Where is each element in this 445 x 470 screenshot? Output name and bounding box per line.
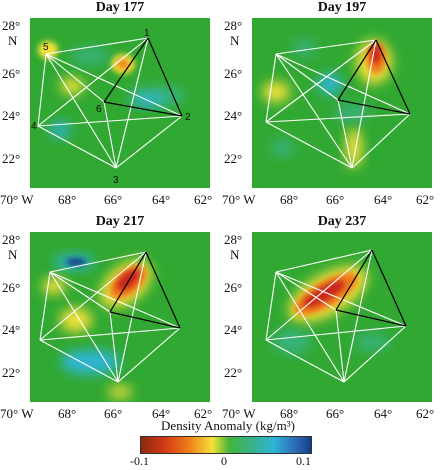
lat-tick: 28° (224, 232, 243, 247)
triangle-lines (335, 249, 407, 327)
map-panel-day-237: Day 237 (222, 214, 442, 439)
lat-tick: 24° (224, 108, 243, 123)
lon-tick: 70° W (0, 192, 34, 207)
lat-hemisphere: N (8, 247, 18, 262)
anomaly-blobs (38, 41, 186, 138)
panel-title: Day 237 (317, 214, 367, 229)
colorbar-tick-max: 0.1 (296, 454, 311, 468)
lat-hemisphere: N (230, 33, 240, 48)
density-map (252, 232, 432, 402)
lon-tick: 64° (152, 406, 171, 421)
colorbar-title: Density Anomaly (kg/m³) (161, 418, 295, 433)
lon-tick: 68° (58, 192, 77, 207)
node-label-5: 5 (43, 42, 49, 53)
lon-tick: 70° W (222, 406, 256, 421)
lat-tick: 26° (2, 280, 21, 295)
array-lines (39, 251, 181, 383)
map-panel-day-177: Day 177 (0, 0, 220, 225)
map-panel-day-217: Day 217 (0, 214, 220, 439)
node-label-4: 4 (31, 121, 37, 132)
map-panel-day-197: Day 197 (222, 0, 442, 225)
panel-title: Day 177 (95, 0, 145, 15)
lon-tick: 62° (416, 192, 435, 207)
lat-tick: 28° (2, 232, 21, 247)
lat-tick: 28° (224, 18, 243, 33)
lat-hemisphere: N (230, 247, 240, 262)
array-lines (265, 39, 411, 169)
lon-tick: 64° (374, 192, 393, 207)
triangle-lines (337, 39, 411, 115)
node-labels: 1 2 3 4 5 6 (31, 28, 191, 186)
lon-tick: 70° W (0, 406, 34, 421)
panel-title: Day 197 (317, 0, 367, 15)
lat-tick: 24° (2, 108, 21, 123)
lon-tick: 66° (104, 192, 123, 207)
array-lines (265, 249, 407, 383)
node-label-2: 2 (185, 112, 191, 123)
node-label-1: 1 (144, 28, 150, 39)
lat-tick: 22° (2, 365, 21, 380)
lon-tick: 62° (194, 406, 213, 421)
colorbar (140, 436, 312, 454)
lat-tick: 22° (2, 151, 21, 166)
colorbar-tick-zero: 0 (221, 454, 227, 468)
lat-tick: 28° (2, 18, 21, 33)
array-lines (37, 37, 183, 169)
lon-tick: 64° (374, 406, 393, 421)
lat-hemisphere: N (8, 33, 18, 48)
lon-tick: 64° (152, 192, 171, 207)
panel-title: Day 217 (95, 214, 145, 229)
density-map (30, 232, 210, 402)
lat-tick: 26° (2, 66, 21, 81)
lon-tick: 62° (194, 192, 213, 207)
lon-tick: 66° (104, 406, 123, 421)
lon-tick: 68° (58, 406, 77, 421)
lat-tick: 24° (224, 322, 243, 337)
lon-tick: 62° (416, 406, 435, 421)
lon-tick: 68° (280, 192, 299, 207)
triangle-lines (103, 37, 183, 117)
node-label-6: 6 (96, 104, 102, 115)
lon-tick: 66° (326, 192, 345, 207)
colorbar-tick-min: -0.1 (130, 454, 149, 468)
node-label-3: 3 (113, 175, 119, 186)
density-map: 1 2 3 4 5 6 (30, 18, 210, 188)
lon-tick: 66° (326, 406, 345, 421)
lat-tick: 26° (224, 66, 243, 81)
lat-tick: 26° (224, 280, 243, 295)
lat-tick: 24° (2, 322, 21, 337)
lon-tick: 68° (280, 406, 299, 421)
lon-tick: 70° W (222, 192, 256, 207)
lat-tick: 22° (224, 365, 243, 380)
lat-tick: 22° (224, 151, 243, 166)
triangle-lines (109, 251, 181, 329)
density-map (252, 18, 432, 188)
